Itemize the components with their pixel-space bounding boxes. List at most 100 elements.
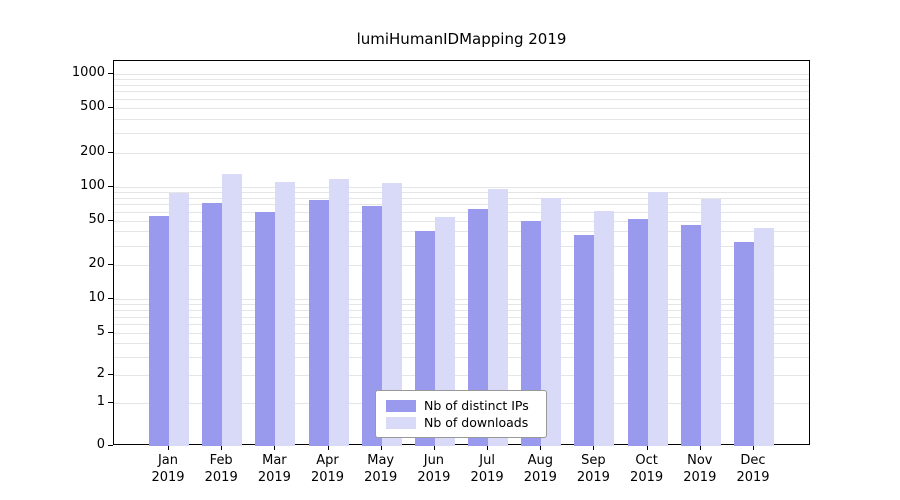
x-tick-label-line: 2019 <box>417 470 451 485</box>
x-tick-mark <box>593 446 595 450</box>
bar-downloads <box>381 183 402 446</box>
x-tick-label-line: 2019 <box>576 470 610 485</box>
x-tick-label-line: 2019 <box>470 470 504 485</box>
x-tick-mark <box>380 446 382 450</box>
bar-downloads <box>488 188 509 446</box>
gridline <box>114 375 809 377</box>
x-tick-label: Apr 2019 <box>296 452 360 486</box>
gridline <box>114 343 809 345</box>
bar-distinct-ips <box>468 209 489 446</box>
x-tick-label-line: 2019 <box>736 470 770 485</box>
legend-entry: Nb of downloads <box>386 415 536 430</box>
bar-distinct-ips <box>574 235 595 446</box>
x-tick-label-line: Aug <box>527 453 553 468</box>
y-tick-mark <box>108 219 113 221</box>
gridline <box>114 211 809 213</box>
x-tick-mark <box>646 446 648 450</box>
x-tick-label-line: Oct <box>635 453 658 468</box>
bar-downloads <box>647 191 668 446</box>
x-tick-label-line: Jun <box>423 453 445 468</box>
x-tick-label-line: 2019 <box>523 470 557 485</box>
gridline <box>114 118 809 120</box>
x-tick-label-line: 2019 <box>683 470 717 485</box>
legend-label: Nb of distinct IPs <box>424 398 529 413</box>
plot-area <box>113 60 810 446</box>
x-tick-mark <box>433 446 435 450</box>
y-tick-mark <box>108 445 113 446</box>
bar-distinct-ips <box>627 218 648 446</box>
gridline <box>114 186 809 188</box>
gridline <box>114 197 809 199</box>
x-tick-label-line: 2019 <box>630 470 664 485</box>
gridline <box>114 220 809 222</box>
gridline <box>114 73 809 75</box>
y-tick-mark <box>108 151 113 153</box>
gridline <box>114 265 809 267</box>
y-tick-mark <box>108 374 113 376</box>
x-tick-label: Dec 2019 <box>721 452 785 486</box>
x-tick-label: Aug 2019 <box>508 452 572 486</box>
x-tick-label: Feb 2019 <box>189 452 253 486</box>
x-tick-label-line: Jul <box>479 453 495 468</box>
x-tick-label-line: Nov <box>687 453 713 468</box>
gridline <box>114 231 809 233</box>
x-tick-label-line: Mar <box>262 453 287 468</box>
y-tick-label: 1000 <box>71 64 105 80</box>
bar-distinct-ips <box>308 200 329 446</box>
bar-downloads <box>754 227 774 446</box>
x-tick-label: May 2019 <box>349 452 413 486</box>
gridline <box>114 132 809 134</box>
gridline <box>114 152 809 154</box>
x-tick-mark <box>699 446 701 450</box>
x-tick-mark <box>487 446 489 450</box>
legend-swatch-downloads <box>386 416 416 429</box>
y-tick-mark <box>108 264 113 266</box>
gridline <box>114 107 809 109</box>
bar-downloads <box>222 173 243 446</box>
x-tick-label-line: Feb <box>209 453 233 468</box>
bar-downloads <box>541 198 562 446</box>
gridline <box>114 299 809 301</box>
y-tick-mark <box>108 72 113 74</box>
bar-downloads <box>700 199 721 446</box>
legend: Nb of distinct IPs Nb of downloads <box>375 390 547 438</box>
gridline <box>114 357 809 358</box>
gridline <box>114 98 809 100</box>
gridline <box>114 204 809 205</box>
y-tick-label: 0 <box>96 437 105 452</box>
y-tick-mark <box>108 185 113 187</box>
bar-distinct-ips <box>521 220 542 446</box>
bar-downloads <box>169 192 189 446</box>
bar-distinct-ips <box>361 205 382 446</box>
y-tick-mark <box>108 106 113 108</box>
x-tick-label-line: 2019 <box>364 470 398 485</box>
x-tick-mark <box>540 446 542 450</box>
bar-downloads <box>275 181 296 446</box>
x-tick-label-line: Jan <box>157 453 179 468</box>
gridline <box>114 324 809 325</box>
x-tick-mark <box>327 446 329 450</box>
bar-distinct-ips <box>255 211 276 446</box>
x-tick-label-line: 2019 <box>310 470 345 485</box>
gridline <box>114 91 809 93</box>
x-tick-mark <box>274 446 276 450</box>
y-tick-mark <box>108 401 113 403</box>
bar-distinct-ips <box>734 242 754 446</box>
x-tick-mark <box>753 446 754 450</box>
gridline <box>114 79 809 80</box>
x-tick-label: Jun 2019 <box>402 452 466 486</box>
gridline <box>114 316 809 318</box>
bar-distinct-ips <box>149 215 169 446</box>
y-tick-label: 2 <box>96 366 105 382</box>
x-tick-label: Oct 2019 <box>615 452 679 486</box>
y-tick-label: 50 <box>88 211 105 227</box>
gridline <box>114 304 809 306</box>
y-tick-label: 1 <box>96 393 105 409</box>
y-tick-mark <box>108 331 113 333</box>
x-tick-mark <box>168 446 169 450</box>
gridline <box>114 191 809 193</box>
bar-distinct-ips <box>202 202 223 446</box>
bar-downloads <box>328 178 349 446</box>
x-tick-label: Sep 2019 <box>561 452 625 486</box>
y-tick-label: 100 <box>80 177 105 193</box>
